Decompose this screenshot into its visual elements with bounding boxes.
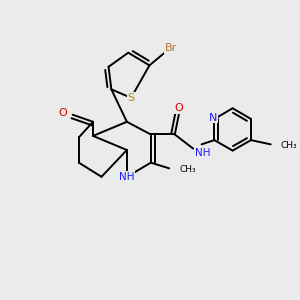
Text: CH₃: CH₃ [280,141,297,150]
Text: Br: Br [164,44,177,53]
Text: NH: NH [195,148,210,158]
Text: CH₃: CH₃ [179,165,196,174]
Text: O: O [58,108,67,118]
Text: S: S [128,93,135,103]
Text: O: O [175,103,183,113]
Text: N: N [209,112,217,123]
Text: NH: NH [119,172,135,182]
